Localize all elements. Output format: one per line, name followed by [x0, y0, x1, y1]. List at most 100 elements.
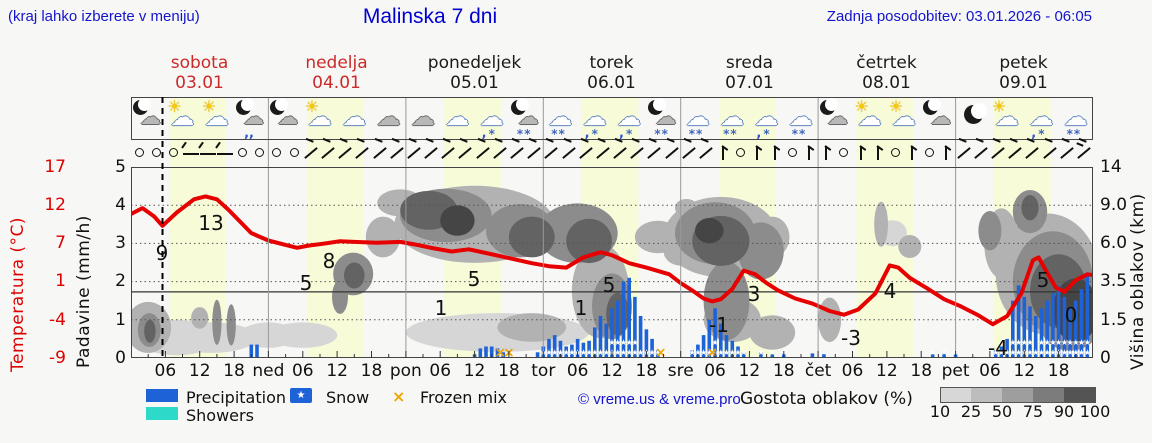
- time-label: 12: [326, 361, 348, 381]
- time-label: 12: [463, 361, 486, 381]
- snow-star: ★: [1072, 338, 1079, 347]
- cloud-tick: 6.0: [1100, 233, 1128, 253]
- snow-star: ★: [1009, 338, 1016, 347]
- day-header-cetrtek: četrtek 08.01: [818, 53, 955, 93]
- time-label: 18: [223, 361, 245, 381]
- time-label: sre: [667, 361, 694, 381]
- time-label: 12: [876, 361, 898, 381]
- temp-extreme-label: -4: [988, 336, 1008, 358]
- wind-symbol-s: [973, 140, 990, 167]
- wind-symbol-s: [990, 140, 1007, 167]
- wind-symbol-n: [818, 140, 835, 167]
- snow-star: ★: [700, 348, 707, 357]
- day-name: torek: [589, 53, 634, 73]
- weather-icon-moon-cloud: ☁: [131, 97, 165, 140]
- temp-extreme-label: 5: [300, 271, 313, 295]
- wind-symbol-n: [870, 140, 887, 167]
- snow-star: ★: [1055, 338, 1062, 347]
- time-label: čet: [804, 361, 832, 381]
- time-label: 06: [291, 361, 314, 381]
- cloud-scale-label: 10: [929, 402, 951, 421]
- temp-extreme-label: 8: [323, 249, 336, 273]
- weather-icon-sun-cloud: ☀ ☁: [991, 97, 1019, 131]
- temp-extreme-label: -1: [709, 313, 729, 337]
- day-header-ponedeljek: ponedeljek 05.01: [406, 53, 543, 93]
- wind-symbol-s: [526, 140, 543, 167]
- cloud-scale-segment: [971, 387, 1002, 403]
- snow-star: ★: [563, 348, 570, 357]
- wind-symbol-s: [406, 140, 423, 167]
- snow-star: ★: [1084, 338, 1091, 347]
- weather-icon-sun-cloud: ☀ ☁: [854, 97, 882, 131]
- wind-symbol-s: [578, 140, 595, 167]
- snow-star: ★: [1049, 348, 1056, 357]
- snow-star: ★: [998, 348, 1005, 357]
- snow-star: ★: [586, 348, 593, 357]
- frozen-mix-label: Frozen mix: [420, 388, 508, 407]
- wind-symbol-s: [492, 140, 509, 167]
- time-label: 18: [772, 361, 795, 381]
- snow-star: ★: [769, 348, 776, 357]
- frozen-mix-x-icon: ×: [392, 387, 406, 406]
- wind-symbol-s: [664, 140, 681, 167]
- snow-star: ★: [1078, 338, 1085, 347]
- snow-star: ★: [1004, 348, 1011, 357]
- meteogram-chart: ★ ★ ★ ★ ★ ★ ★ ★ ★ ★ ★ ★ ★ ★ ★ ★ ★ ★ ★ ★ ★ ★ ★ ★ ★ ★ ★ ★ ★ ★ ★ ★ ★ ★ ★ ★ ★ ★ ★ ★…: [129, 97, 1095, 361]
- time-label: 06: [704, 361, 726, 381]
- snow-star: ★: [1084, 348, 1091, 357]
- wind-symbol-c: [921, 140, 938, 167]
- temp-extreme-label: 5: [468, 267, 481, 291]
- wind-symbol-n: [715, 140, 732, 167]
- snow-star: ★: [603, 348, 610, 357]
- weather-icon-moon-cloud: ☁: [818, 97, 852, 140]
- day-header-nedelja: nedelja 04.01: [268, 53, 405, 93]
- wind-symbol-s: [698, 140, 715, 167]
- weather-icon-cloud-rain-snow: ☁, *: [479, 103, 504, 141]
- precip-tick: 2: [115, 271, 126, 291]
- day-date: 05.01: [450, 73, 499, 93]
- snow-star: ★: [620, 348, 627, 357]
- weather-icon-moon-cloud-rain: ☁,,: [234, 97, 268, 140]
- credit-link[interactable]: © vreme.us & vreme.pro: [578, 391, 741, 408]
- precipitation-swatch: [146, 389, 178, 402]
- wind-symbol-f: [1076, 140, 1093, 167]
- temp-extreme-label: 13: [198, 211, 223, 235]
- snow-star: ★: [1026, 338, 1033, 347]
- temp-extreme-label: 3: [748, 282, 761, 306]
- temp-tick: 1: [55, 271, 66, 291]
- temp-extreme-label: 1: [435, 296, 448, 320]
- weather-icon-cloud-rain-snow: ☁, *: [616, 103, 641, 141]
- day-name: sreda: [725, 53, 774, 73]
- wind-symbol-s: [543, 140, 560, 167]
- time-label: 18: [498, 361, 520, 381]
- snow-star: ★: [723, 348, 730, 357]
- time-label: 06: [979, 361, 1001, 381]
- weather-icon-moon-cloud: ☁: [268, 97, 302, 140]
- precip-tick: 0: [115, 348, 126, 368]
- wind-symbol-c: [148, 140, 165, 167]
- cloud-scale-segment: [1033, 387, 1064, 403]
- precip-tick: 4: [115, 195, 126, 215]
- wind-symbol-n: [853, 140, 870, 167]
- wind-symbol-s: [372, 140, 389, 167]
- cloud-scale-segment: [940, 387, 972, 403]
- temp-tick: 17: [44, 157, 66, 177]
- wind-symbol-c: [732, 140, 749, 167]
- snow-star: ★: [545, 348, 552, 357]
- wind-symbol-w: [182, 140, 200, 167]
- wind-symbol-s: [509, 140, 526, 167]
- snow-star: ★: [1067, 338, 1074, 347]
- snow-star: ★: [689, 348, 696, 357]
- time-label: 12: [738, 361, 761, 381]
- wind-symbol-c: [165, 140, 182, 167]
- weather-icon-cloud-gray: ☁: [376, 103, 401, 131]
- snow-star: ★: [631, 338, 638, 347]
- wind-symbol-s: [320, 140, 337, 167]
- wind-symbol-c: [887, 140, 904, 167]
- wind-symbol-w: [216, 140, 234, 167]
- snow-star: ★: [734, 348, 741, 357]
- temp-extreme-label: 5: [1037, 268, 1050, 292]
- temp-extreme-label: 4: [884, 279, 897, 303]
- wind-symbol-c: [131, 140, 148, 167]
